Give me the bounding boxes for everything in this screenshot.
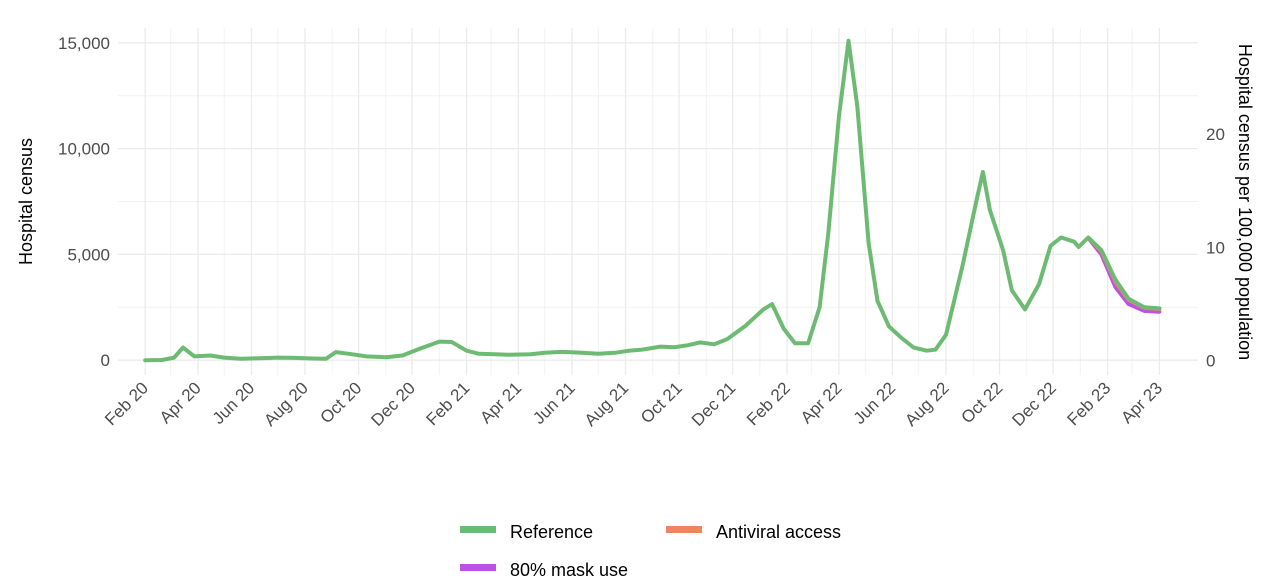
x-tick-label: Apr 23 [1117, 378, 1166, 427]
x-tick-label: Apr 21 [476, 378, 525, 427]
x-tick-label: Aug 20 [260, 378, 312, 430]
y-tick-label: 15,000 [58, 34, 110, 53]
legend-swatch-mask-use [460, 564, 496, 571]
y-tick-label: 10,000 [58, 140, 110, 159]
x-tick-label: Feb 21 [423, 378, 474, 429]
x-tick-label: Oct 21 [637, 378, 686, 427]
y-tick-label: 0 [101, 351, 110, 370]
legend-label-reference: Reference [510, 522, 593, 542]
series-line-reference [143, 38, 1162, 363]
x-tick-label: Dec 21 [688, 378, 740, 430]
y-tick-label: 5,000 [67, 245, 110, 264]
x-tick-label: Aug 22 [901, 378, 953, 430]
y2-tick-label: 10 [1206, 238, 1225, 257]
x-tick-label: Feb 22 [743, 378, 794, 429]
y-axis-title: Hospital census [16, 138, 36, 265]
y2-tick-label: 20 [1206, 125, 1225, 144]
legend-label-antiviral-access: Antiviral access [716, 522, 841, 542]
x-tick-label: Aug 21 [581, 378, 633, 430]
x-tick-label: Feb 23 [1064, 378, 1115, 429]
x-tick-label: Apr 20 [156, 378, 205, 427]
x-tick-label: Feb 20 [101, 378, 152, 429]
legend: Reference Antiviral access 80% mask use [460, 522, 841, 580]
x-tick-label: Apr 22 [797, 378, 846, 427]
x-tick-label: Dec 20 [367, 378, 419, 430]
y2-tick-label: 0 [1206, 351, 1215, 370]
x-tick-label: Oct 22 [958, 378, 1007, 427]
x-tick-label: Jun 20 [209, 378, 259, 428]
x-tick-label: Jun 21 [529, 378, 579, 428]
y2-axis-title: Hospital census per 100,000 population [1235, 44, 1255, 360]
x-tick-label: Jun 22 [850, 378, 900, 428]
legend-label-mask-use: 80% mask use [510, 560, 628, 580]
legend-swatch-reference [460, 526, 496, 533]
series-layer [143, 38, 1162, 363]
x-tick-label: Oct 20 [317, 378, 366, 427]
legend-swatch-antiviral-access [666, 526, 702, 533]
x-tick-label: Dec 22 [1008, 378, 1060, 430]
grid-layer [118, 28, 1198, 375]
